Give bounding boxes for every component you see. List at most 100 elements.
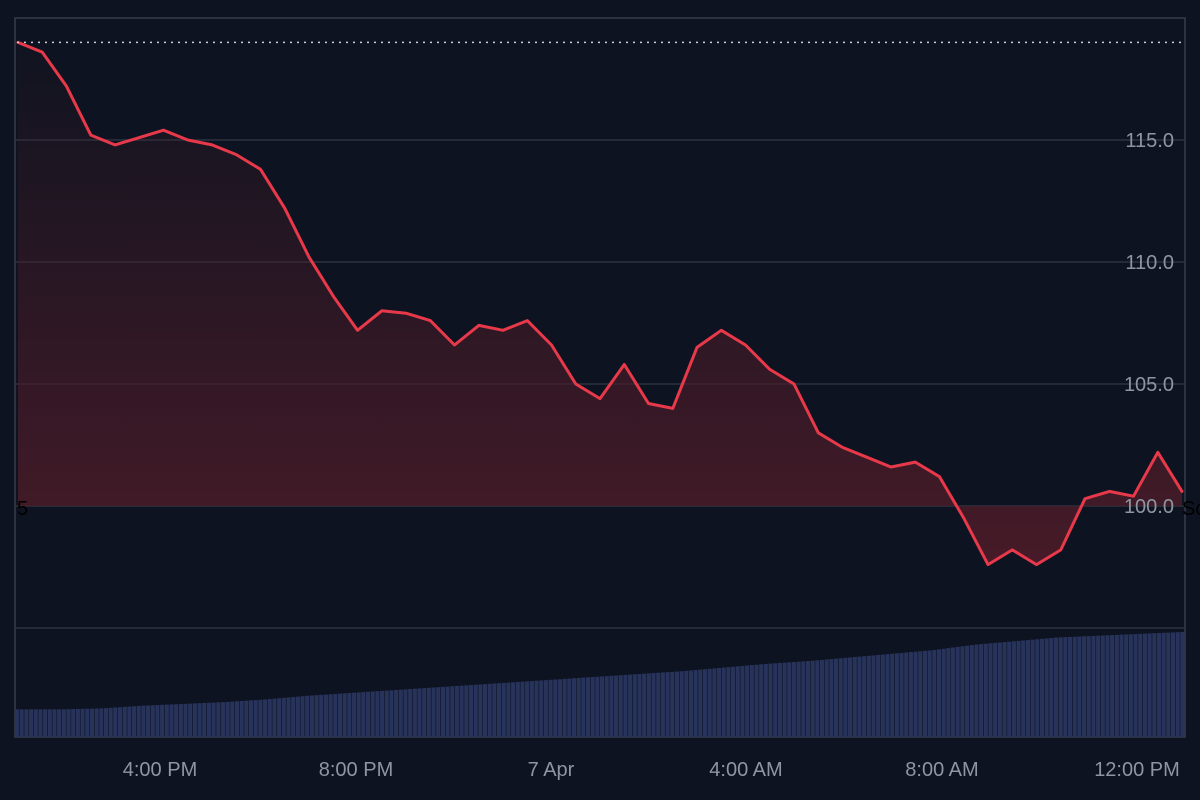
volume-bar (103, 708, 108, 737)
volume-bar (286, 697, 291, 737)
price-point (453, 343, 456, 347)
volume-bar (309, 695, 314, 737)
volume-bar (707, 668, 712, 737)
price-point (695, 346, 699, 349)
y-tick-label: 115.0 (1125, 130, 1174, 152)
volume-bar (206, 702, 211, 737)
volume-bar (108, 707, 113, 737)
edge-label-right: Sc (1182, 498, 1200, 520)
volume-bar (796, 661, 801, 737)
volume-bar (810, 660, 815, 737)
volume-bar (1170, 632, 1176, 737)
volume-bar (1091, 635, 1096, 737)
volume-bar (497, 683, 502, 737)
volume-bar (146, 705, 151, 737)
volume-bar (721, 667, 726, 737)
volume-bar (431, 687, 436, 737)
volume-bar (834, 658, 839, 737)
volume-bar (1180, 632, 1185, 737)
volume-bar (740, 665, 745, 737)
volume-bar (323, 694, 328, 737)
volume-bar (773, 663, 778, 737)
price-point (889, 465, 893, 469)
price-point (986, 563, 990, 566)
volume-bar (1124, 634, 1129, 737)
volume-bar (501, 682, 506, 737)
volume-bar (941, 648, 946, 737)
volume-bar (277, 698, 282, 737)
volume-bar (1166, 632, 1171, 737)
volume-bar (843, 657, 848, 737)
volume-bar (946, 648, 951, 737)
volume-bar (922, 650, 927, 737)
price-point (962, 517, 965, 520)
volume-bar (885, 654, 890, 737)
volume-bar (997, 642, 1002, 737)
volume-bar (473, 684, 478, 737)
price-point (162, 129, 165, 132)
volume-bar (426, 687, 431, 737)
x-axis-ticks: 4:00 PM 8:00 PM 7 Apr 4:00 AM 8:00 AM 12:00 P… (123, 759, 1180, 781)
volume-bar (160, 704, 165, 737)
price-area (18, 42, 1182, 565)
volume-bar (164, 704, 169, 737)
volume-bar (216, 702, 221, 737)
volume-bar (136, 705, 141, 737)
volume-bar (585, 677, 591, 737)
price-area-fill (18, 42, 1182, 565)
y-tick-label: 110.0 (1125, 252, 1174, 274)
volume-bar (787, 662, 792, 737)
volume-bar (679, 671, 684, 737)
volume-bar (132, 706, 137, 737)
volume-bar (979, 644, 984, 737)
volume-bar (300, 696, 305, 737)
volume-bar (581, 677, 586, 737)
volume-bar (1133, 634, 1138, 737)
volume-bar (263, 699, 268, 737)
volume-bar (1119, 634, 1124, 737)
price-point (1156, 451, 1159, 454)
volume-bar (548, 679, 553, 737)
volume-bar (637, 673, 642, 737)
volume-bar (1147, 633, 1152, 737)
volume-bar (188, 703, 193, 737)
volume-bar (394, 689, 399, 737)
volume-bar (1175, 632, 1180, 737)
volume-bar (571, 678, 576, 737)
volume-bar (1138, 633, 1143, 737)
volume-bar (281, 697, 286, 737)
volume-bar (604, 676, 609, 737)
volume-bar (759, 664, 764, 737)
volume-bar (380, 690, 385, 737)
volume-bar (150, 705, 155, 737)
volume-bar (819, 659, 825, 737)
volume-bar (1077, 636, 1082, 737)
price-point (113, 143, 117, 147)
volume-bar (534, 680, 539, 737)
volume-bar (412, 688, 417, 737)
price-point (501, 329, 505, 332)
volume-bar (965, 645, 970, 737)
price-point (356, 329, 359, 332)
volume-bar (628, 674, 633, 737)
price-point (792, 382, 796, 386)
price-point (429, 319, 432, 322)
volume-bar (693, 670, 698, 737)
volume-bar (702, 669, 708, 737)
volume-bar (384, 690, 389, 737)
volume-bar (904, 652, 909, 737)
volume-bar (445, 686, 450, 737)
volume-bar (993, 642, 998, 737)
volume-bar (440, 686, 445, 737)
volume-bar (234, 701, 240, 737)
volume-bar (436, 687, 441, 737)
volume-bar (71, 709, 76, 737)
volume-bar (375, 691, 380, 737)
volume-bar (1063, 637, 1068, 737)
price-point (380, 309, 383, 312)
x-tick-label: 7 Apr (528, 759, 575, 781)
volume-bar (464, 685, 469, 737)
volume-bar (553, 679, 558, 737)
volume-bar (468, 685, 474, 737)
volume-bar (94, 708, 99, 737)
